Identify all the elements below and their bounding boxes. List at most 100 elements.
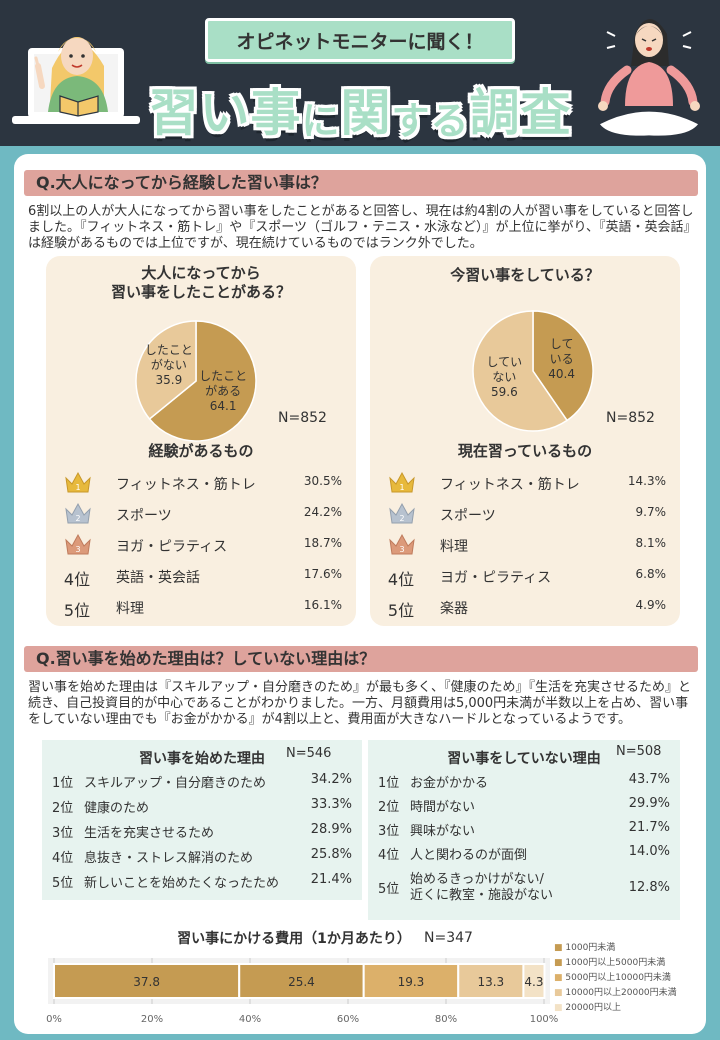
legend-item: ■ 1000円以上5000円未満: [554, 955, 665, 968]
start-name: 新しいことを始めたくなったため: [84, 876, 280, 891]
experience-name-5: 料理: [116, 601, 144, 617]
bar-data-label: 13.3: [477, 975, 504, 989]
not-name: 時間がない: [410, 800, 476, 815]
start-pct: 28.9%: [310, 822, 352, 837]
experience-pie: したことがある 64.1 したことがない 35.9: [135, 320, 257, 442]
start-reasons-box: 習い事を始めた理由 N=546 1位 スキルアップ・自分磨きのため 34.2% 2位…: [42, 740, 362, 900]
svg-text:3: 3: [399, 545, 404, 554]
x-tick-label: 60%: [337, 1014, 359, 1024]
page-title: 習い事に関する 調査: [140, 70, 580, 145]
not-rank: 2位: [378, 800, 400, 815]
pie-label-line: ない: [492, 370, 516, 384]
header-ribbon: オピネットモニターに聞く！: [182, 18, 538, 65]
experience-n: N=852: [278, 410, 327, 426]
q1-paragraph: 6割以上の人が大人になってから習い事をしたことがあると回答し、現在は約4割の人が…: [28, 204, 694, 251]
legend-marker: ■: [554, 1003, 563, 1013]
legend-label: 10000円以上20000円未満: [565, 988, 677, 998]
experience-pct-4: 17.6%: [303, 567, 342, 581]
start-rank: 1位: [52, 776, 74, 791]
bar-data-label: 37.8: [133, 975, 160, 989]
start-reasons-title: 習い事を始めた理由: [139, 751, 265, 767]
svg-text:3: 3: [75, 545, 80, 554]
not-rank: 4位: [378, 848, 400, 863]
experience-card: 大人になってから 習い事をしたことがある？ したことがある 64.1 したことがな…: [46, 256, 356, 626]
legend-item: ■ 5000円以上10000円未満: [554, 970, 671, 983]
x-tick-label: 20%: [141, 1014, 163, 1024]
not-reasons-n: N=508: [616, 744, 662, 759]
current-n: N=852: [606, 410, 655, 426]
svg-text:2: 2: [75, 514, 80, 523]
experience-rank-4: 4位: [63, 570, 91, 589]
legend-label: 1000円未満: [565, 943, 616, 953]
gold-crown-icon: 1: [65, 471, 91, 493]
bar-data-label: 25.4: [288, 975, 315, 989]
current-row-1: 1 フィットネス・筋トレ 14.3%: [370, 470, 680, 496]
start-rank: 3位: [52, 826, 74, 841]
current-name-3: 料理: [440, 539, 468, 555]
gold-crown-icon: 1: [389, 471, 415, 493]
current-pct-1: 14.3%: [627, 474, 666, 488]
not-reasons-title: 習い事をしていない理由: [447, 751, 601, 767]
start-name: 生活を充実させるため: [84, 826, 215, 841]
svg-text:1: 1: [75, 483, 80, 492]
legend-label: 5000円以上10000円未満: [565, 973, 671, 983]
start-pct: 25.8%: [310, 847, 352, 862]
woman-meditating-illustration: [598, 19, 700, 137]
svg-text:1: 1: [399, 483, 404, 492]
start-name: 健康のため: [84, 801, 150, 816]
pie-slice-not-doing: [472, 310, 569, 432]
current-card-title: 今習い事をしている？: [450, 266, 600, 284]
bronze-crown-icon: 3: [389, 533, 415, 555]
pie-label-line: 40.4: [548, 367, 575, 381]
pie-label-line: 35.9: [156, 373, 183, 387]
title-part-2: に: [301, 99, 341, 143]
header: オピネットモニターに聞く！ 習い事に関する 調査: [0, 0, 720, 150]
title-part-4: する: [391, 99, 470, 143]
current-pie: している 40.4 していない 59.6: [472, 310, 594, 432]
experience-subhead: 経験があるもの: [148, 442, 254, 460]
start-rank: 4位: [52, 851, 74, 866]
q2-paragraph: 習い事を始めた理由は『スキルアップ・自分磨きのため』が最も多く、『健康のため』『…: [28, 680, 692, 727]
start-pct: 33.3%: [310, 797, 352, 812]
experience-card-title: 大人になってから 習い事をしたことがある？: [110, 264, 291, 301]
x-tick-label: 0%: [46, 1014, 62, 1024]
current-pct-2: 9.7%: [635, 505, 667, 519]
bar-segment: [522, 963, 546, 999]
start-rank: 2位: [52, 801, 74, 816]
pie-label-doing: している 40.4: [548, 337, 575, 381]
legend-label: 20000円以上: [565, 1003, 622, 1013]
bar-data-label: 4.3: [524, 975, 543, 989]
legend-marker: ■: [554, 988, 563, 998]
bar-segment: [238, 963, 365, 999]
experience-name-2: スポーツ: [116, 508, 172, 524]
pie-label-line: 64.1: [210, 399, 237, 413]
not-name: 人と関わるのが面倒: [410, 848, 528, 863]
legend-item: ■ 20000円以上: [554, 1000, 621, 1013]
start-reasons-n: N=546: [286, 746, 332, 761]
pie-label-line: がある: [205, 383, 241, 398]
experience-rank-5: 5位: [63, 601, 91, 620]
pie-label-line: がない: [151, 357, 187, 372]
bar-data-label: 19.3: [398, 975, 425, 989]
experience-row-5: 5位 料理 16.1%: [46, 594, 356, 620]
not-name: お金がかかる: [410, 776, 489, 791]
not-pct: 43.7%: [628, 772, 670, 787]
cost-chart-title: 習い事にかける費用（1か月あたり）: [177, 931, 411, 947]
current-subhead: 現在習っているもの: [457, 442, 593, 460]
legend-marker: ■: [554, 958, 563, 968]
x-tick-label: 40%: [239, 1014, 261, 1024]
not-name: 始めるきっかけがない/ 近くに教室・施設がない: [410, 872, 554, 903]
silver-crown-icon: 2: [389, 502, 415, 524]
pie-label-has-experience: したことがある 64.1: [199, 369, 247, 413]
experience-name-3: ヨガ・ピラティス: [116, 539, 228, 555]
x-tick-label: 80%: [435, 1014, 457, 1024]
not-name: 興味がない: [410, 824, 476, 839]
experience-pct-1: 30.5%: [303, 474, 342, 488]
pie-slice-has-experience: [148, 320, 257, 442]
pie-slice-doing: [532, 310, 594, 422]
current-row-5: 5位 楽器 4.9%: [370, 594, 680, 620]
experience-row-2: 2 スポーツ 24.2%: [46, 501, 356, 527]
current-pct-3: 8.1%: [635, 536, 667, 550]
not-rank: 3位: [378, 824, 400, 839]
